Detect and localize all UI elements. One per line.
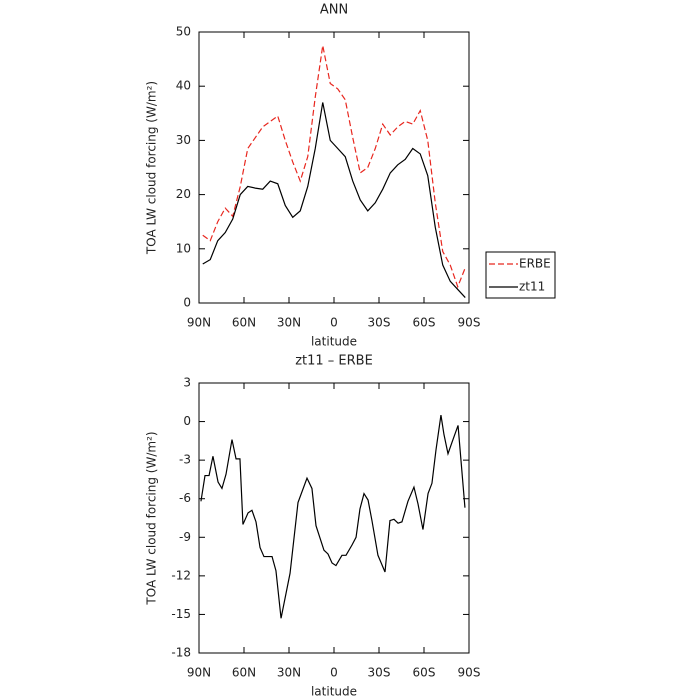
chart-title: zt11 – ERBE <box>295 354 373 369</box>
data-line <box>202 45 466 289</box>
plot-frame <box>198 31 470 304</box>
legend-label: zt11 <box>519 280 545 294</box>
y-tick-label: -9 <box>179 530 191 544</box>
data-line <box>202 102 466 298</box>
y-tick-label: 10 <box>176 241 191 255</box>
x-tick-label: 90N <box>187 666 211 680</box>
x-tick-label: 60S <box>413 666 436 680</box>
legend-label: ERBE <box>519 257 551 271</box>
x-tick-label: 0 <box>330 316 338 330</box>
x-tick-label: 60S <box>413 316 436 330</box>
y-tick-label: 20 <box>176 187 191 201</box>
y-tick-label: 3 <box>183 376 191 390</box>
y-tick-label: 50 <box>176 25 191 39</box>
x-tick-label: 30N <box>277 666 301 680</box>
x-tick-label: 0 <box>330 666 338 680</box>
y-tick-label: -6 <box>179 491 191 505</box>
y-tick-label: 0 <box>183 414 191 428</box>
x-tick-label: 30N <box>277 316 301 330</box>
chart-title: ANN <box>320 3 348 18</box>
y-tick-label: -3 <box>179 453 191 467</box>
x-tick-label: 60N <box>232 666 256 680</box>
x-tick-label: 30S <box>368 316 391 330</box>
x-tick-label: 30S <box>368 666 391 680</box>
y-tick-label: -12 <box>171 568 191 582</box>
legend-box <box>485 251 556 299</box>
y-axis-label: TOA LW cloud forcing (W/m²) <box>145 81 159 255</box>
x-tick-label: 90S <box>458 316 481 330</box>
y-tick-label: -18 <box>171 646 191 660</box>
plot-frame <box>198 382 470 654</box>
y-tick-label: 30 <box>176 133 191 147</box>
x-tick-label: 90S <box>458 666 481 680</box>
x-axis-label: latitude <box>311 335 357 349</box>
x-axis-label: latitude <box>311 685 357 699</box>
x-tick-label: 60N <box>232 316 256 330</box>
y-tick-label: 40 <box>176 79 191 93</box>
y-tick-label: -15 <box>171 607 191 621</box>
data-line <box>200 415 466 619</box>
y-tick-label: 0 <box>183 296 191 310</box>
y-axis-label: TOA LW cloud forcing (W/m²) <box>145 431 159 605</box>
x-tick-label: 90N <box>187 316 211 330</box>
